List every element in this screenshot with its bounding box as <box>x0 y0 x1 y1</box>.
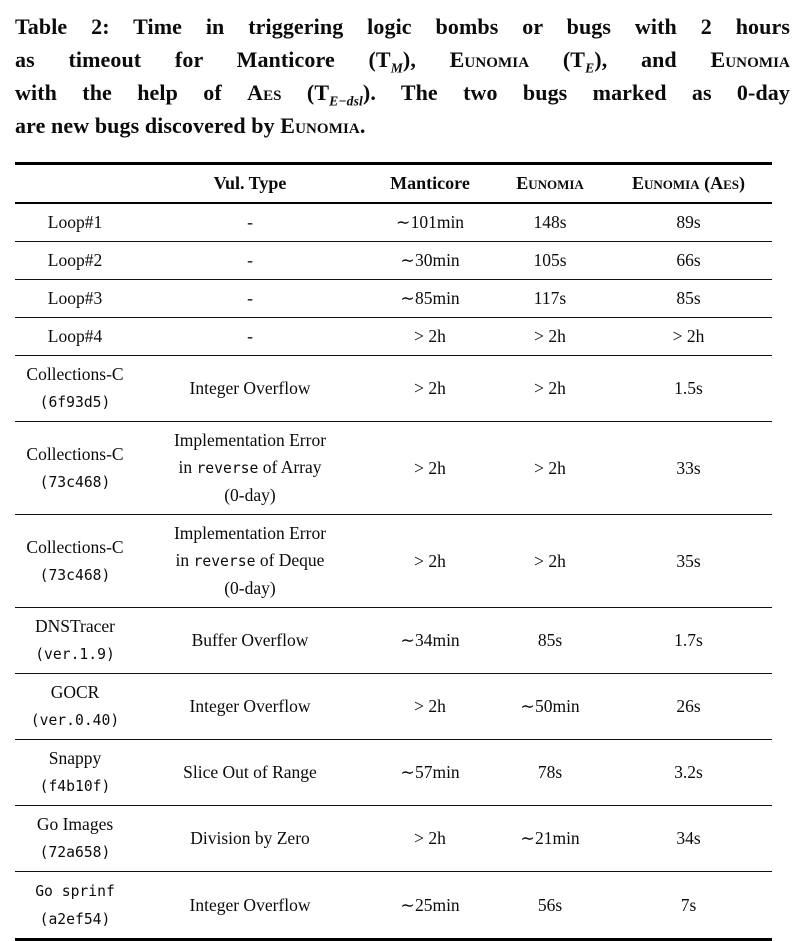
cell-vul-type: - <box>247 250 253 270</box>
cell-time-eunomia-aes: 1.5s <box>674 378 703 398</box>
table-row: GOCR (ver.0.40) Integer Overflow > 2h ∼50min… <box>15 674 772 740</box>
table-row: Snappy (f4b10f) Slice Out of Range ∼57min 78… <box>15 740 772 806</box>
cell-vul-type: - <box>247 212 253 232</box>
caption-line: Table 2: Time in triggering logic bombs … <box>15 14 790 39</box>
cell-time-manticore: ∼101min <box>395 212 465 232</box>
cell-time-eunomia: ∼50min <box>520 696 580 716</box>
table-row: Go Images (72a658) Division by Zero > 2h ∼21… <box>15 806 772 872</box>
table-row: DNSTracer (ver.1.9) Buffer Overflow ∼34min 8… <box>15 608 772 674</box>
cell-vul-type: Implementation Error in reverse of Array(… <box>173 430 327 505</box>
cell-program-name: Loop#1 <box>47 212 103 232</box>
table-row: Loop#4 - > 2h > 2h > 2h <box>15 318 772 356</box>
cell-time-eunomia: ∼21min <box>520 828 580 848</box>
cell-time-eunomia: 117s <box>533 288 567 308</box>
cell-time-eunomia: > 2h <box>534 326 566 346</box>
cell-vul-type: - <box>247 326 253 346</box>
cell-time-manticore: > 2h <box>414 696 446 716</box>
results-table: Vul. Type Manticore Eunomia Eunomia (Aes) L… <box>15 162 772 941</box>
cell-program-name: Loop#2 <box>47 250 103 270</box>
cell-program-name: Go Images (72a658) <box>36 814 114 861</box>
cell-vul-type: Integer Overflow <box>189 378 311 398</box>
cell-time-manticore: > 2h <box>414 550 446 571</box>
cell-time-eunomia-aes: 89s <box>676 212 701 232</box>
cell-time-eunomia-aes: 34s <box>676 828 701 848</box>
cell-time-eunomia-aes: 26s <box>676 696 701 716</box>
cell-time-manticore: ∼34min <box>400 630 460 650</box>
cell-time-manticore: > 2h <box>414 457 446 478</box>
cell-time-manticore: ∼30min <box>400 250 460 270</box>
cell-program-name: Snappy (f4b10f) <box>39 748 111 795</box>
column-header <box>15 164 135 204</box>
cell-vul-type: - <box>247 288 253 308</box>
cell-time-eunomia-aes: 3.2s <box>674 762 703 782</box>
table-row: Go sprinf (a2ef54) Integer Overflow ∼25min 5… <box>15 872 772 940</box>
cell-time-eunomia: > 2h <box>534 378 566 398</box>
cell-program-name: Go sprinf (a2ef54) <box>35 883 115 928</box>
column-header: Eunomia <box>516 173 584 193</box>
table-caption: Table 2: Time in triggering logic bombs … <box>15 10 790 142</box>
cell-time-eunomia-aes: 35s <box>676 550 701 571</box>
cell-vul-type: Integer Overflow <box>189 894 311 915</box>
table-row: Collections-C (73c468) Implementation Erro… <box>15 515 772 608</box>
cell-time-manticore: > 2h <box>414 378 446 398</box>
caption-line: are new bugs discovered by Eunomia. <box>15 113 366 138</box>
cell-program-name: Loop#3 <box>47 288 103 308</box>
cell-time-eunomia: 148s <box>533 212 567 232</box>
table-row: Loop#1 - ∼101min 148s 89s <box>15 203 772 242</box>
cell-vul-type: Integer Overflow <box>189 696 311 716</box>
cell-program-name: GOCR (ver.0.40) <box>30 682 120 729</box>
table-row: Collections-C (6f93d5) Integer Overflow > 2… <box>15 356 772 422</box>
cell-vul-type: Slice Out of Range <box>183 762 317 782</box>
cell-program-name: Collections-C (6f93d5) <box>26 364 124 411</box>
cell-program-name: DNSTracer (ver.1.9) <box>34 616 116 663</box>
cell-time-eunomia: 105s <box>533 250 567 270</box>
cell-time-eunomia: 85s <box>537 630 563 650</box>
cell-time-manticore: ∼85min <box>400 288 460 308</box>
cell-vul-type: Division by Zero <box>190 828 310 848</box>
column-header: Vul. Type <box>213 173 287 193</box>
cell-vul-type: Buffer Overflow <box>191 630 309 650</box>
caption-line: as timeout for Manticore (TM), Eunomia (… <box>15 47 790 76</box>
caption-line: with the help of Aes (TE−dsl). The two b… <box>15 80 790 109</box>
cell-time-eunomia: > 2h <box>534 457 566 478</box>
table-row: Loop#3 - ∼85min 117s 85s <box>15 280 772 318</box>
cell-program-name: Collections-C (73c468) <box>26 536 124 584</box>
cell-time-eunomia-aes: 7s <box>680 894 697 915</box>
cell-time-manticore: > 2h <box>414 326 446 346</box>
table-row: Collections-C (73c468) Implementation Erro… <box>15 422 772 515</box>
cell-time-manticore: > 2h <box>414 828 446 848</box>
cell-time-eunomia-aes: 85s <box>676 288 701 308</box>
cell-time-eunomia: > 2h <box>534 550 566 571</box>
cell-time-manticore: ∼25min <box>400 894 460 915</box>
table-body: Loop#1 - ∼101min 148s 89s Loop#2 - ∼30min 105s 66… <box>15 203 772 940</box>
header-row: Vul. Type Manticore Eunomia Eunomia (Aes) <box>15 164 772 204</box>
cell-time-eunomia-aes: > 2h <box>672 326 705 346</box>
cell-time-eunomia-aes: 1.7s <box>674 630 703 650</box>
cell-time-eunomia: 56s <box>537 894 563 915</box>
cell-time-manticore: ∼57min <box>400 762 460 782</box>
column-header: Eunomia (Aes) <box>632 173 745 193</box>
cell-vul-type: Implementation Error in reverse of Deque(… <box>173 523 327 598</box>
cell-time-eunomia-aes: 33s <box>676 457 701 478</box>
column-header: Manticore <box>390 173 470 193</box>
cell-time-eunomia-aes: 66s <box>676 250 701 270</box>
cell-program-name: Collections-C (73c468) <box>26 443 124 491</box>
cell-time-eunomia: 78s <box>537 762 563 782</box>
table-row: Loop#2 - ∼30min 105s 66s <box>15 242 772 280</box>
cell-program-name: Loop#4 <box>47 326 103 346</box>
